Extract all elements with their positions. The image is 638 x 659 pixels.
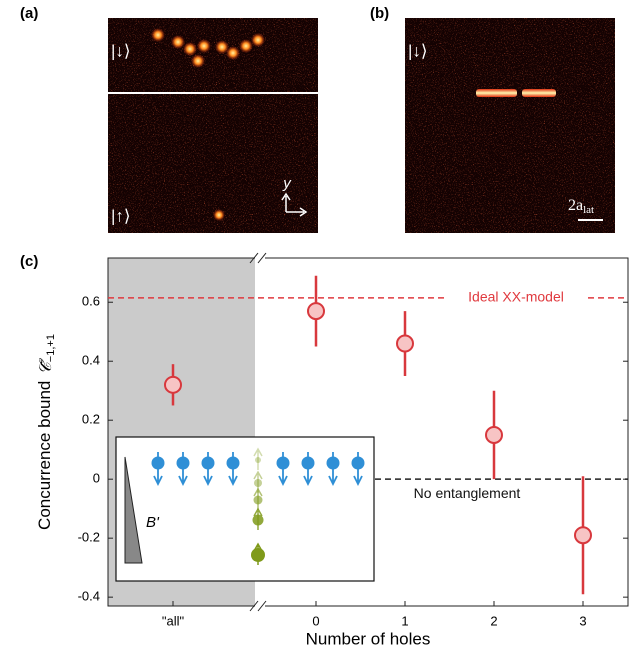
panel-label: (b) bbox=[370, 5, 389, 22]
gradient-wedge bbox=[124, 456, 143, 564]
hole bbox=[255, 457, 261, 463]
y-tick-label: 0.6 bbox=[82, 294, 100, 309]
spin bbox=[176, 456, 190, 470]
y-tick-label: 0 bbox=[93, 471, 100, 486]
reference-label: Ideal XX-model bbox=[468, 289, 564, 305]
hole-arrow bbox=[253, 447, 263, 470]
x-axis-label: Number of holes bbox=[306, 629, 431, 648]
atoms bbox=[151, 28, 265, 221]
spin bbox=[151, 456, 165, 470]
chart: -0.4 -0.2 0 0.2 0.4 0.6 Ideal XX-model No entan… bbox=[35, 252, 629, 648]
hole bbox=[252, 514, 264, 526]
image-a: |↓⟩ |↑⟩ y bbox=[108, 18, 318, 233]
atom-streak bbox=[476, 89, 517, 97]
x-tick-label: 3 bbox=[579, 613, 586, 628]
axis-label: y bbox=[282, 175, 292, 192]
scale-sub: lat bbox=[583, 204, 594, 216]
state-label: |↓⟩ bbox=[408, 41, 428, 60]
spin bbox=[301, 456, 315, 470]
y-tick-label: -0.4 bbox=[78, 589, 100, 604]
inset: B' bbox=[115, 436, 375, 582]
hole bbox=[251, 548, 265, 562]
image-noise bbox=[405, 18, 615, 233]
image-b: |↓⟩ 2alat bbox=[405, 18, 615, 233]
marker bbox=[307, 302, 325, 321]
spin bbox=[226, 456, 240, 470]
hole bbox=[253, 495, 263, 505]
spin bbox=[201, 456, 215, 470]
axis-arrows bbox=[281, 192, 308, 217]
axis-break bbox=[249, 252, 267, 612]
marker bbox=[396, 334, 414, 353]
reference-label: No entanglement bbox=[414, 485, 521, 501]
marker bbox=[164, 375, 182, 394]
y-tick-label: 0.4 bbox=[82, 353, 100, 368]
frame bbox=[107, 257, 629, 607]
scale-main: 2a bbox=[568, 197, 583, 214]
state-label: |↓⟩ bbox=[111, 41, 131, 60]
y-axis-text: Concurrence bound bbox=[35, 381, 54, 530]
hole bbox=[254, 479, 262, 487]
marker bbox=[485, 425, 503, 444]
scale-bar-label: 2alat bbox=[568, 197, 594, 216]
spin bbox=[276, 456, 290, 470]
y-axis-label: Concurrence bound𝒞̃−1,+1 bbox=[35, 334, 56, 530]
panel-label: (c) bbox=[20, 253, 38, 270]
marker bbox=[574, 526, 592, 545]
panel-label: (a) bbox=[20, 5, 38, 22]
atom-streak bbox=[522, 89, 556, 97]
x-tick-label: "all" bbox=[162, 613, 185, 628]
y-tick-label: -0.2 bbox=[78, 530, 100, 545]
spin bbox=[351, 456, 365, 470]
x-tick-label: 2 bbox=[490, 613, 497, 628]
state-label: |↑⟩ bbox=[111, 206, 131, 225]
spin bbox=[326, 456, 340, 470]
y-axis-sub: −1,+1 bbox=[45, 334, 57, 362]
y-tick-label: 0.2 bbox=[82, 412, 100, 427]
x-tick-label: 1 bbox=[401, 613, 408, 628]
x-tick-label: 0 bbox=[312, 613, 319, 628]
label-bg bbox=[445, 288, 587, 307]
gradient-label: B' bbox=[146, 514, 160, 531]
